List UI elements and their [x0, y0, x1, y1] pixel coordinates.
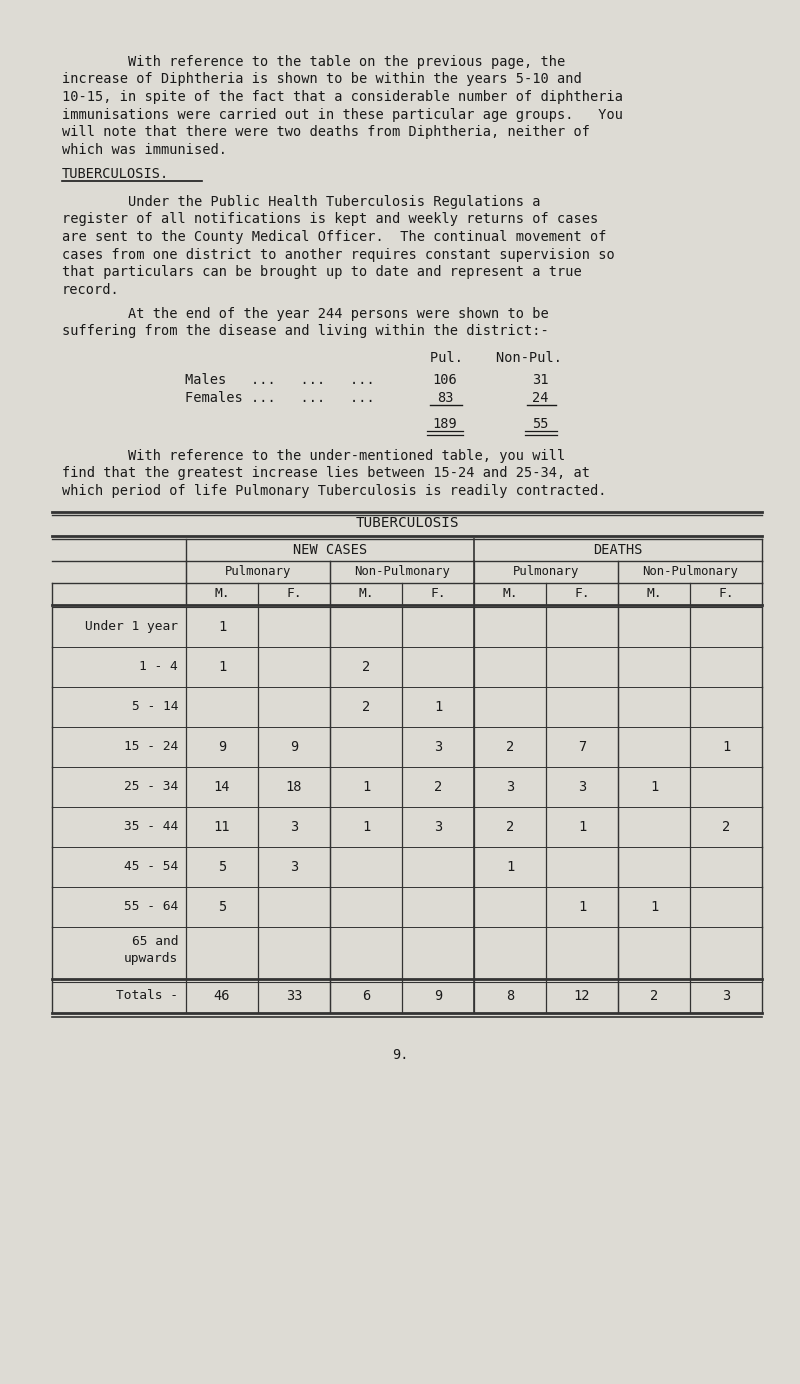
Text: which period of life Pulmonary Tuberculosis is readily contracted.: which period of life Pulmonary Tuberculo… — [62, 484, 606, 498]
Text: 1: 1 — [362, 819, 370, 833]
Text: 46: 46 — [214, 988, 230, 1003]
Text: 1: 1 — [218, 660, 226, 674]
Text: M.: M. — [502, 587, 518, 599]
Text: 10-15, in spite of the fact that a considerable number of diphtheria: 10-15, in spite of the fact that a consi… — [62, 90, 623, 104]
Text: Non-Pulmonary: Non-Pulmonary — [354, 565, 450, 577]
Text: 1: 1 — [434, 700, 442, 714]
Text: 106: 106 — [433, 374, 458, 388]
Text: will note that there were two deaths from Diphtheria, neither of: will note that there were two deaths fro… — [62, 125, 590, 138]
Text: 189: 189 — [433, 417, 458, 432]
Text: 1: 1 — [650, 779, 658, 794]
Text: At the end of the year 244 persons were shown to be: At the end of the year 244 persons were … — [62, 307, 549, 321]
Text: 1 - 4: 1 - 4 — [139, 660, 178, 673]
Text: With reference to the under-mentioned table, you will: With reference to the under-mentioned ta… — [62, 448, 566, 462]
Text: 1: 1 — [578, 900, 586, 913]
Text: upwards: upwards — [124, 952, 178, 965]
Text: 3: 3 — [290, 819, 298, 833]
Text: that particulars can be brought up to date and represent a true: that particulars can be brought up to da… — [62, 264, 582, 280]
Text: find that the greatest increase lies between 15-24 and 25-34, at: find that the greatest increase lies bet… — [62, 466, 590, 480]
Text: 55: 55 — [532, 417, 548, 432]
Text: 15 - 24: 15 - 24 — [124, 740, 178, 753]
Text: 3: 3 — [434, 740, 442, 754]
Text: 5: 5 — [218, 900, 226, 913]
Text: 5: 5 — [218, 859, 226, 873]
Text: 33: 33 — [286, 988, 302, 1003]
Text: TUBERCULOSIS.: TUBERCULOSIS. — [62, 167, 170, 181]
Text: Totals -: Totals - — [116, 988, 178, 1002]
Text: 1: 1 — [218, 620, 226, 634]
Text: 31: 31 — [532, 374, 548, 388]
Text: are sent to the County Medical Officer.  The continual movement of: are sent to the County Medical Officer. … — [62, 230, 606, 244]
Text: 12: 12 — [574, 988, 590, 1003]
Text: F.: F. — [574, 587, 590, 599]
Text: 83: 83 — [437, 392, 454, 406]
Text: Under the Public Health Tuberculosis Regulations a: Under the Public Health Tuberculosis Reg… — [62, 195, 541, 209]
Text: M.: M. — [646, 587, 662, 599]
Text: Males   ...   ...   ...: Males ... ... ... — [185, 374, 374, 388]
Text: M.: M. — [358, 587, 374, 599]
Text: 3: 3 — [434, 819, 442, 833]
Text: 2: 2 — [506, 740, 514, 754]
Text: 1: 1 — [362, 779, 370, 794]
Text: cases from one district to another requires constant supervision so: cases from one district to another requi… — [62, 248, 614, 262]
Text: increase of Diphtheria is shown to be within the years 5-10 and: increase of Diphtheria is shown to be wi… — [62, 72, 582, 86]
Text: F.: F. — [286, 587, 302, 599]
Text: 9: 9 — [290, 740, 298, 754]
Text: 11: 11 — [214, 819, 230, 833]
Text: With reference to the table on the previous page, the: With reference to the table on the previ… — [62, 55, 566, 69]
Text: 2: 2 — [362, 660, 370, 674]
Text: 7: 7 — [578, 740, 586, 754]
Text: Pulmonary: Pulmonary — [513, 565, 579, 577]
Text: Non-Pulmonary: Non-Pulmonary — [642, 565, 738, 577]
Text: 65 and: 65 and — [131, 934, 178, 948]
Text: Under 1 year: Under 1 year — [85, 620, 178, 632]
Text: 2: 2 — [650, 988, 658, 1003]
Text: 2: 2 — [362, 700, 370, 714]
Text: 9.: 9. — [392, 1048, 408, 1062]
Text: 8: 8 — [506, 988, 514, 1003]
Text: 5 - 14: 5 - 14 — [131, 700, 178, 713]
Text: 3: 3 — [578, 779, 586, 794]
Text: 24: 24 — [532, 392, 548, 406]
Text: 45 - 54: 45 - 54 — [124, 859, 178, 873]
Text: F.: F. — [430, 587, 446, 599]
Text: 3: 3 — [506, 779, 514, 794]
Text: register of all notifications is kept and weekly returns of cases: register of all notifications is kept an… — [62, 213, 598, 227]
Text: 2: 2 — [434, 779, 442, 794]
Text: TUBERCULOSIS: TUBERCULOSIS — [355, 516, 458, 530]
Text: F.: F. — [718, 587, 734, 599]
Text: 1: 1 — [578, 819, 586, 833]
Text: 55 - 64: 55 - 64 — [124, 900, 178, 913]
Text: 1: 1 — [506, 859, 514, 873]
Text: 9: 9 — [434, 988, 442, 1003]
Text: DEATHS: DEATHS — [594, 543, 642, 556]
Text: Females ...   ...   ...: Females ... ... ... — [185, 392, 374, 406]
Text: 18: 18 — [286, 779, 302, 794]
Text: immunisations were carried out in these particular age groups.   You: immunisations were carried out in these … — [62, 108, 623, 122]
Text: 2: 2 — [506, 819, 514, 833]
Text: record.: record. — [62, 282, 120, 296]
Text: which was immunised.: which was immunised. — [62, 143, 227, 156]
Text: 1: 1 — [722, 740, 730, 754]
Text: Pulmonary: Pulmonary — [225, 565, 291, 577]
Text: NEW CASES: NEW CASES — [293, 543, 367, 556]
Text: 2: 2 — [722, 819, 730, 833]
Text: 9: 9 — [218, 740, 226, 754]
Text: 1: 1 — [650, 900, 658, 913]
Text: 25 - 34: 25 - 34 — [124, 779, 178, 793]
Text: Pul.    Non-Pul.: Pul. Non-Pul. — [430, 350, 562, 365]
Text: 14: 14 — [214, 779, 230, 794]
Text: 35 - 44: 35 - 44 — [124, 819, 178, 833]
Text: 6: 6 — [362, 988, 370, 1003]
Text: 3: 3 — [290, 859, 298, 873]
Text: M.: M. — [214, 587, 230, 599]
Text: suffering from the disease and living within the district:-: suffering from the disease and living wi… — [62, 324, 549, 339]
Text: 3: 3 — [722, 988, 730, 1003]
